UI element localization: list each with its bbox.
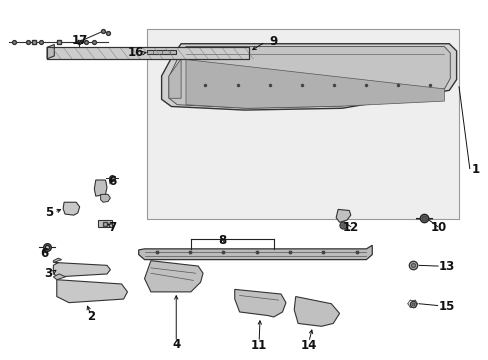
- Polygon shape: [63, 202, 80, 215]
- Text: 15: 15: [438, 300, 454, 313]
- Polygon shape: [139, 245, 371, 260]
- Polygon shape: [94, 180, 107, 196]
- Text: 17: 17: [71, 33, 88, 47]
- Polygon shape: [53, 262, 110, 277]
- Text: 10: 10: [429, 221, 446, 234]
- Polygon shape: [101, 194, 110, 202]
- Polygon shape: [234, 289, 285, 317]
- Text: 2: 2: [87, 310, 95, 324]
- Polygon shape: [335, 210, 350, 222]
- Polygon shape: [168, 59, 181, 98]
- Text: 13: 13: [438, 260, 454, 273]
- Polygon shape: [57, 280, 127, 303]
- Text: 7: 7: [107, 221, 116, 234]
- Text: 3: 3: [44, 267, 52, 280]
- Polygon shape: [161, 44, 456, 110]
- Polygon shape: [53, 258, 61, 262]
- Text: 14: 14: [300, 339, 316, 352]
- Text: 12: 12: [342, 221, 358, 234]
- Polygon shape: [98, 220, 112, 227]
- Polygon shape: [47, 47, 249, 59]
- Text: 1: 1: [470, 163, 478, 176]
- Text: 16: 16: [128, 46, 144, 59]
- Polygon shape: [144, 261, 203, 292]
- Text: 11: 11: [250, 339, 267, 352]
- Text: 5: 5: [45, 206, 53, 219]
- Polygon shape: [47, 44, 54, 59]
- Polygon shape: [147, 50, 176, 54]
- Text: 6: 6: [41, 247, 49, 260]
- Text: 8: 8: [218, 234, 226, 247]
- Text: 6: 6: [108, 175, 117, 188]
- Polygon shape: [294, 297, 339, 326]
- FancyBboxPatch shape: [147, 30, 458, 220]
- Polygon shape: [53, 274, 65, 280]
- Polygon shape: [185, 59, 444, 108]
- Text: 4: 4: [172, 338, 180, 351]
- Text: 9: 9: [268, 35, 277, 49]
- Polygon shape: [168, 46, 449, 108]
